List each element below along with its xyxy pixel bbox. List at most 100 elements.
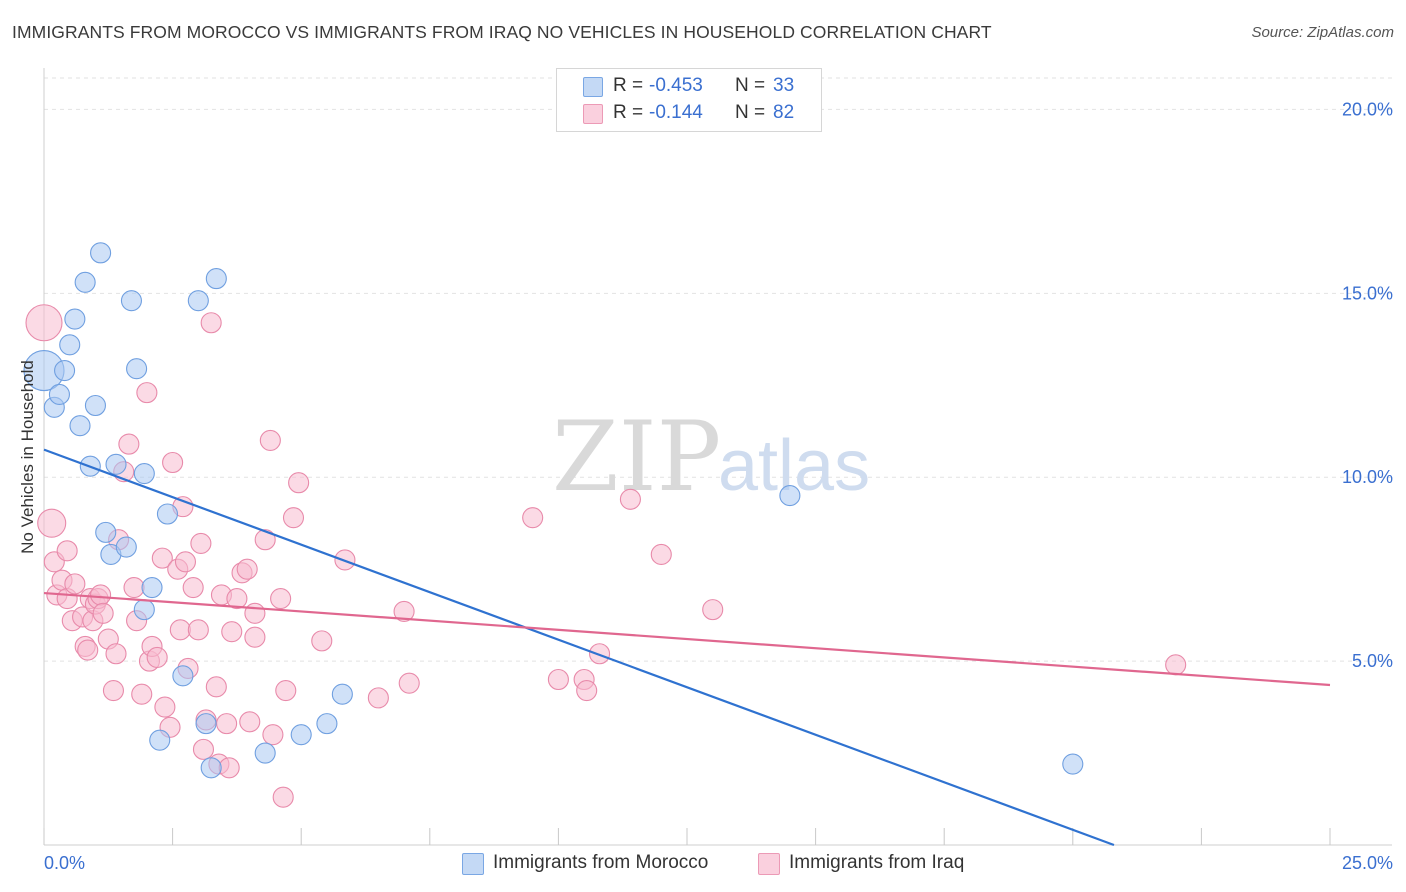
morocco-point [69, 415, 91, 437]
iraq-point [64, 573, 86, 595]
iraq-point [236, 558, 258, 580]
iraq-point [146, 646, 168, 668]
r-label: R = [613, 102, 644, 123]
iraq-point [398, 672, 420, 694]
iraq-point [205, 676, 227, 698]
iraq-point [1165, 654, 1187, 676]
n-label: N = [735, 102, 766, 123]
bottom-legend-morocco-label: Immigrants from Morocco [493, 852, 709, 873]
iraq-point [37, 508, 67, 538]
morocco-point [156, 503, 179, 525]
iraq-point [650, 543, 672, 565]
iraq-point [218, 757, 240, 779]
morocco-point [149, 729, 171, 751]
iraq-point [244, 602, 266, 624]
x-tick-label-max: 25.0% [1342, 853, 1393, 873]
iraq-point [102, 679, 124, 702]
morocco-point [205, 268, 227, 290]
morocco-point [133, 462, 155, 485]
iraq-point [547, 668, 569, 691]
iraq-point [226, 588, 248, 610]
morocco-point [779, 485, 801, 507]
iraq-point [221, 621, 243, 643]
iraq-point [169, 619, 191, 641]
morocco-point [331, 683, 353, 705]
iraq-point [190, 532, 212, 554]
iraq-point [367, 687, 389, 709]
morocco-point [126, 358, 148, 380]
iraq-point [254, 529, 276, 551]
iraq-point [200, 312, 222, 334]
morocco-point [254, 742, 276, 764]
source-label: Source: ZipAtlas.com [1251, 24, 1394, 41]
y-tick-label: 10.0% [1342, 467, 1393, 487]
iraq-point [244, 626, 266, 648]
morocco-point [54, 360, 76, 382]
watermark: ZIP atlas [552, 401, 870, 513]
chart-title: IMMIGRANTS FROM MOROCCO VS IMMIGRANTS FR… [12, 22, 992, 42]
morocco-point [64, 308, 86, 330]
iraq-point [25, 304, 63, 342]
morocco-points [23, 242, 1084, 779]
y-tick-label: 15.0% [1342, 283, 1393, 303]
iraq-point [272, 786, 294, 808]
iraq-point [702, 599, 724, 621]
iraq-point [192, 738, 215, 760]
y-tick-label: 20.0% [1342, 99, 1393, 119]
r-label: R = [613, 75, 644, 96]
iraq-point [619, 488, 641, 510]
morocco-point [115, 536, 137, 558]
iraq-point [216, 713, 238, 735]
morocco-point [141, 576, 163, 599]
morocco-point [200, 757, 222, 779]
morocco-point [187, 290, 209, 312]
iraq-point [151, 547, 173, 569]
iraq-point [259, 429, 281, 451]
iraq-swatch [758, 853, 780, 875]
morocco-point [90, 242, 112, 264]
morocco-point [84, 394, 106, 417]
iraq-point [154, 696, 176, 718]
iraq-point [90, 584, 112, 606]
iraq-point [270, 588, 292, 610]
iraq-point [162, 451, 184, 474]
iraq-point [311, 630, 333, 652]
morocco-trend-line [43, 448, 1115, 847]
iraq-point [522, 507, 544, 529]
morocco-point [316, 713, 338, 735]
morocco-point [95, 521, 117, 543]
morocco-point [195, 713, 217, 735]
morocco-point [105, 453, 127, 475]
iraq-point [187, 619, 209, 641]
morocco-point [1062, 753, 1084, 775]
iraq-point [92, 602, 114, 624]
bottom-legend-iraq-label: Immigrants from Iraq [789, 852, 965, 873]
y-axis-label: No Vehicles in Household [18, 360, 37, 554]
iraq-trend-line [43, 591, 1331, 687]
morocco-point [48, 383, 70, 406]
iraq-point [174, 551, 197, 573]
iraq-point [131, 683, 153, 705]
tick-labels: 5.0% 10.0% 15.0% 20.0% 0.0% 25.0% [44, 99, 1393, 873]
r-value-iraq: -0.144 [649, 102, 703, 123]
iraq-point [56, 540, 78, 562]
x-tick-label-min: 0.0% [44, 853, 85, 873]
iraq-point [77, 639, 99, 661]
n-value-morocco: 33 [773, 75, 795, 96]
morocco-swatch [462, 853, 484, 875]
iraq-point [393, 600, 415, 623]
n-value-iraq: 82 [773, 102, 795, 123]
iraq-point [123, 576, 145, 599]
morocco-swatch [583, 77, 603, 97]
iraq-point [262, 724, 284, 746]
iraq-point [282, 507, 305, 529]
n-label: N = [735, 75, 766, 96]
morocco-point [74, 271, 96, 293]
iraq-point [136, 382, 158, 404]
r-value-morocco: -0.453 [649, 75, 703, 96]
iraq-point [239, 711, 261, 733]
trend-lines [43, 448, 1331, 847]
iraq-point [275, 679, 297, 702]
iraq-point [576, 679, 598, 702]
